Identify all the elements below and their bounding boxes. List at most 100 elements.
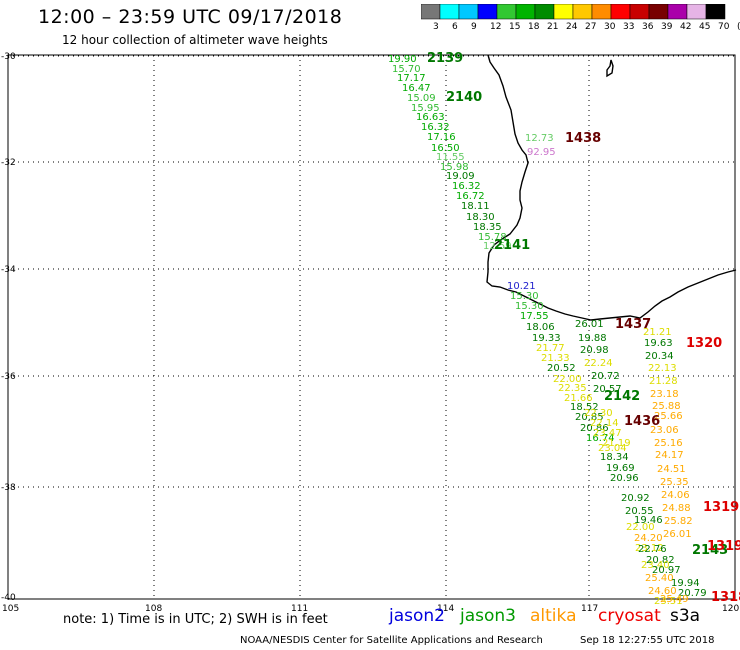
wave-height-label: 18.06 <box>526 322 555 333</box>
wave-height-label: 19.63 <box>644 338 673 349</box>
graticule <box>8 55 735 599</box>
wave-height-label: 18.30 <box>466 212 495 223</box>
wave-height-label: 24.60 <box>648 586 677 597</box>
wave-height-label: 19.46 <box>634 515 663 526</box>
wave-height-label: 20.82 <box>646 555 675 566</box>
wave-height-label: 22.24 <box>584 358 613 369</box>
wave-height-label: 21.28 <box>649 376 678 387</box>
wave-height-label: 15.78 <box>478 232 507 243</box>
legend-swatch <box>421 4 441 20</box>
wave-height-label: 25.49 <box>660 594 689 605</box>
pass-time-label: 1319 <box>703 500 739 515</box>
legend-label: 33 <box>623 22 635 32</box>
map-subtitle: 12 hour collection of altimeter wave hei… <box>62 33 328 47</box>
wave-height-label: 23.18 <box>650 389 679 400</box>
wave-height-label: 15.09 <box>407 93 436 104</box>
satellite-label-altika: altika <box>530 606 577 626</box>
wave-height-label: 22.30 <box>584 408 613 419</box>
wave-height-label: 19.09 <box>446 171 475 182</box>
map-title: 12:00 – 23:59 UTC 09/17/2018 <box>38 6 343 28</box>
satellite-label-jason3: jason3 <box>460 606 516 626</box>
legend-label: 45 <box>699 22 711 32</box>
legend-swatch <box>667 4 688 20</box>
wave-height-label: 25.35 <box>660 477 689 488</box>
island-outline <box>606 59 614 78</box>
pass-time-label: 2139 <box>427 51 463 66</box>
wave-height-label: 23.04 <box>598 443 627 454</box>
wave-height-label: 23.12 <box>635 543 664 554</box>
wave-height-label: 20.79 <box>678 588 707 599</box>
footer-timestamp: Sep 18 12:27:55 UTC 2018 <box>580 635 715 646</box>
legend-label: 30 <box>604 22 616 32</box>
lat-label: -36 <box>1 372 16 382</box>
wave-height-label: 15.30 <box>510 291 539 302</box>
wave-height-label: 25.40 <box>645 573 674 584</box>
lon-label: 111 <box>291 604 308 614</box>
wave-height-label: 16.63 <box>416 112 445 123</box>
pass-time-label: 1437 <box>615 317 651 332</box>
wave-height-label: 16.72 <box>456 191 485 202</box>
wave-height-label: 11.55 <box>436 152 465 163</box>
wave-height-label: 10.21 <box>507 281 536 292</box>
legend-label: 9 <box>471 22 477 32</box>
wave-height-label: 15.70 <box>392 64 421 75</box>
legend-swatch <box>648 4 669 20</box>
wave-height-label: 23.06 <box>650 425 679 436</box>
wave-height-label: 20.96 <box>610 473 639 484</box>
legend-swatch <box>553 4 574 20</box>
wave-height-label: 20.98 <box>580 345 609 356</box>
wave-height-label: 20.34 <box>645 351 674 362</box>
lon-label: 120 <box>722 604 739 614</box>
wave-height-label: 20.86 <box>580 423 609 434</box>
wave-height-label: 22.35 <box>558 383 587 394</box>
legend-swatch <box>534 4 555 20</box>
pass-time-label: 1320 <box>686 336 722 351</box>
legend-label: 70 <box>718 22 730 32</box>
wave-height-label: 16.47 <box>402 83 431 94</box>
wave-height-label: 18.34 <box>600 452 629 463</box>
wave-height-label: 24.88 <box>662 503 691 514</box>
observation-layer: 19.9015.7017.1716.4715.0915.9516.6316.32… <box>388 54 707 607</box>
legend-swatch <box>515 4 536 20</box>
wave-height-label: 20.72 <box>591 371 620 382</box>
legend-label: 15 <box>509 22 521 32</box>
pass-time-label: 1318 <box>711 590 740 605</box>
satellite-label-cryosat: cryosat <box>598 606 661 626</box>
legend-swatch <box>705 4 726 20</box>
wave-height-label: 20.85 <box>575 412 604 423</box>
pass-time-label: 2141 <box>494 238 530 253</box>
wave-height-label: 24.17 <box>655 450 684 461</box>
wave-height-label: 22.14 <box>590 418 619 429</box>
wave-height-label: 19.94 <box>671 578 700 589</box>
lon-label: 114 <box>437 604 454 614</box>
wave-height-label: 23.40 <box>641 560 670 571</box>
lat-label: -38 <box>1 483 16 493</box>
pass-time-label: 2143 <box>692 543 728 558</box>
wave-height-label: 24.51 <box>657 464 686 475</box>
legend-label: 42 <box>680 22 692 32</box>
legend-label: 36 <box>642 22 654 32</box>
legend-swatch <box>439 4 460 20</box>
map-frame <box>7 54 736 600</box>
legend-label: (ft) <box>737 22 740 32</box>
legend-swatch <box>477 4 498 20</box>
wave-height-label: 25.16 <box>654 438 683 449</box>
legend-swatch <box>629 4 650 20</box>
wave-height-label: 25.82 <box>664 516 693 527</box>
wave-height-label: 21.77 <box>536 343 565 354</box>
legend-label: 27 <box>585 22 597 32</box>
wave-height-label: 24.06 <box>661 490 690 501</box>
wave-height-label: 16.50 <box>431 143 460 154</box>
lat-label: -40 <box>1 593 16 603</box>
wave-height-label: 25.66 <box>654 411 683 422</box>
legend-swatch <box>496 4 517 20</box>
wave-height-label: 24.20 <box>634 533 663 544</box>
wave-height-label: 19.33 <box>532 333 561 344</box>
lon-label: 108 <box>145 604 162 614</box>
pass-time-label: 1319 <box>707 539 740 554</box>
wave-height-label: 26.01 <box>663 529 692 540</box>
lat-label: -32 <box>1 158 16 168</box>
wave-height-label: 19.69 <box>606 463 635 474</box>
